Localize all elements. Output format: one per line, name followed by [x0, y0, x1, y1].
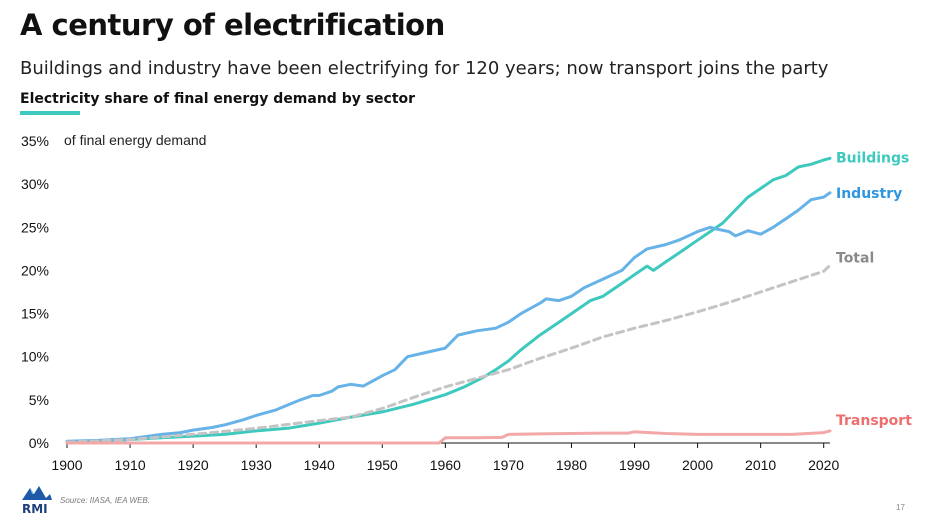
chart-heading: Electricity share of final energy demand…	[20, 91, 416, 107]
series-labels: Buildings Industry Total Transport	[836, 150, 912, 429]
x-tick-label: 2010	[745, 457, 776, 473]
axes: 1900 1910 1920 1930 1940 1950 1960 1970 1980 1990…	[21, 133, 840, 473]
heading-underline	[20, 111, 80, 115]
x-tick-label: 2000	[682, 457, 713, 473]
series-group	[65, 156, 832, 445]
series-line-transport	[65, 429, 832, 445]
y-tick-label: 30%	[21, 176, 49, 192]
page-number: 17	[896, 503, 905, 512]
x-tick-label: 1910	[114, 457, 145, 473]
x-tick-label: 1950	[367, 457, 398, 473]
x-tick-label: 1980	[556, 457, 587, 473]
series-line-industry	[65, 191, 832, 443]
series-line-total	[65, 263, 832, 444]
y-tick-label: 10%	[21, 349, 49, 365]
y-tick-label: 5%	[29, 392, 49, 408]
series-label-total: Total	[836, 250, 874, 266]
y-tick-label: 25%	[21, 219, 49, 235]
y-tick-label: 20%	[21, 262, 49, 278]
x-tick-label: 1940	[304, 457, 335, 473]
y-unit-label: of final energy demand	[64, 132, 206, 148]
series-line-buildings	[65, 156, 832, 444]
y-tick-label: 0%	[29, 435, 49, 451]
series-label-buildings: Buildings	[836, 150, 909, 166]
y-tick-label: 15%	[21, 306, 49, 322]
page-subtitle: Buildings and industry have been electri…	[20, 58, 829, 79]
x-tick-label: 2020	[808, 457, 839, 473]
x-tick-label: 1970	[493, 457, 524, 473]
source-note: Source: IIASA, IEA WEB.	[60, 496, 150, 505]
x-tick-label: 1960	[430, 457, 461, 473]
series-label-industry: Industry	[836, 186, 902, 202]
x-tick-label: 1920	[178, 457, 209, 473]
y-tick-label: 35%	[21, 133, 49, 149]
page-title: A century of electrification	[20, 8, 445, 42]
series-label-transport: Transport	[836, 413, 912, 429]
x-tick-label: 1900	[51, 457, 82, 473]
rmi-logo: RMI	[22, 486, 52, 516]
x-tick-label: 1990	[619, 457, 650, 473]
logo-text: RMI	[22, 502, 48, 516]
x-tick-label: 1930	[241, 457, 272, 473]
